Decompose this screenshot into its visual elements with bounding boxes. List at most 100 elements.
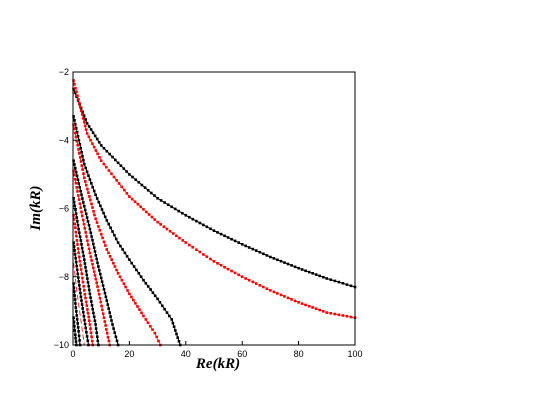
data-point (82, 284, 85, 288)
series-15 (73, 215, 94, 346)
data-point (79, 206, 82, 210)
data-point (97, 293, 101, 296)
data-point (247, 278, 251, 282)
data-point (337, 313, 341, 317)
data-point (96, 285, 99, 288)
series-22 (73, 317, 77, 346)
data-point (92, 145, 96, 149)
data-point (83, 176, 86, 180)
data-point (84, 300, 88, 304)
series-1 (73, 88, 356, 288)
data-point (85, 183, 88, 187)
series-9-line (73, 160, 119, 346)
data-point (89, 255, 93, 258)
data-point (104, 324, 107, 327)
series-0 (72, 87, 357, 289)
series-17-line (73, 242, 89, 346)
data-point (91, 262, 94, 266)
series-13-line (73, 198, 99, 346)
data-point (147, 213, 151, 216)
series-3-line (73, 80, 356, 319)
data-point (269, 289, 272, 292)
data-point (83, 124, 87, 128)
data-point (87, 315, 90, 319)
data-point (75, 234, 78, 238)
data-point (86, 308, 89, 311)
data-point (255, 282, 258, 285)
data-point (307, 304, 311, 308)
y-tick-label: −6 (59, 204, 69, 214)
series-6 (72, 123, 162, 347)
data-point (155, 335, 158, 339)
y-tick-label: −4 (59, 135, 69, 145)
data-point (118, 275, 122, 278)
data-point (329, 312, 333, 315)
series-18 (73, 263, 85, 346)
data-point (72, 115, 75, 118)
data-point (85, 132, 89, 135)
data-point (77, 198, 81, 201)
data-point (219, 263, 223, 267)
x-tick-label: 100 (347, 349, 362, 359)
data-point (81, 276, 84, 280)
data-point (102, 316, 106, 319)
series-1-line (73, 88, 356, 288)
data-point (77, 251, 80, 255)
x-tick-label: 80 (294, 349, 304, 359)
data-point (84, 231, 87, 234)
series-2 (72, 79, 357, 319)
data-point (92, 270, 96, 273)
data-point (322, 310, 325, 313)
series-15-line (73, 215, 94, 346)
data-point (81, 168, 84, 171)
data-point (142, 314, 145, 318)
data-point (87, 191, 90, 194)
data-point (76, 94, 79, 97)
data-point (151, 328, 154, 331)
data-point (79, 160, 83, 163)
data-point (300, 302, 304, 305)
x-axis-title: Re(kR) (195, 356, 240, 372)
data-point (126, 289, 129, 292)
series-11-line (73, 170, 111, 346)
data-point (83, 292, 87, 296)
data-point (87, 247, 91, 251)
series-4 (72, 115, 182, 347)
data-point (115, 179, 118, 182)
series-17 (73, 242, 89, 346)
series-5-line (73, 116, 181, 346)
data-point (146, 321, 150, 325)
series-22-line (73, 317, 77, 346)
data-point (130, 295, 133, 299)
data-point (125, 192, 129, 195)
y-tick-label: −8 (59, 272, 69, 282)
x-tick-label: 60 (237, 349, 247, 359)
series-layer (72, 79, 357, 347)
series-7 (73, 124, 161, 346)
data-point (78, 259, 82, 263)
y-tick-label: −10 (54, 340, 69, 350)
x-tick-label: 40 (181, 349, 191, 359)
data-point (233, 271, 237, 275)
data-point (262, 285, 265, 289)
y-tick-label: −2 (59, 67, 69, 77)
data-point (134, 302, 137, 305)
data-point (78, 152, 81, 155)
data-point (86, 239, 89, 242)
data-point (120, 185, 123, 189)
data-point (72, 282, 75, 285)
series-3 (73, 80, 356, 319)
data-point (240, 275, 244, 278)
data-point (79, 268, 83, 271)
data-point (82, 222, 86, 226)
data-point (136, 202, 140, 206)
data-point (80, 109, 83, 113)
data-point (138, 308, 141, 311)
data-point (81, 117, 85, 120)
series-11 (73, 170, 111, 346)
x-tick-label: 20 (124, 349, 134, 359)
data-point (107, 339, 111, 343)
series-9 (73, 160, 119, 346)
data-point (104, 244, 107, 247)
